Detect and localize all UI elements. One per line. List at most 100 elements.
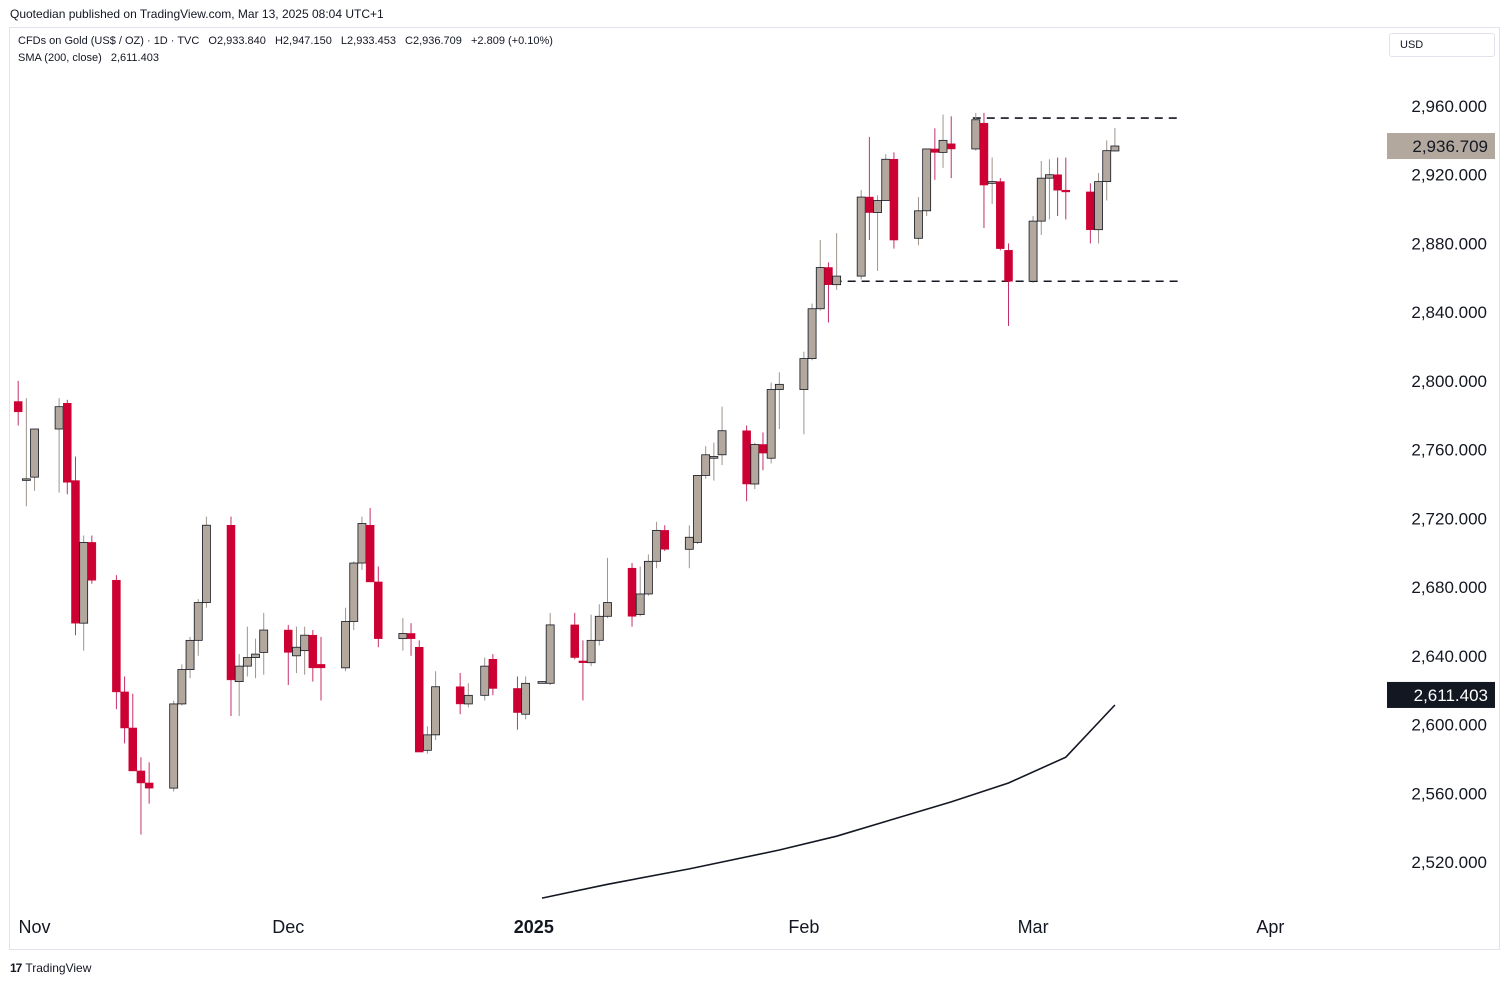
candle (684, 525, 694, 569)
candle-body-up (21, 478, 31, 481)
y-tick-label: 2,760.000 (1411, 441, 1487, 460)
candle (1045, 159, 1054, 220)
x-tick-label: 2025 (514, 917, 554, 937)
candle-body-up (251, 653, 260, 658)
candle (1094, 173, 1103, 244)
candle (545, 612, 555, 686)
candle-body-up (1036, 177, 1046, 222)
candle-body-up (234, 665, 244, 682)
candle (979, 112, 989, 228)
candle-body-up (79, 542, 89, 624)
candle (578, 640, 588, 701)
candle (627, 563, 637, 627)
candle-body-up (709, 456, 719, 459)
candle (1036, 160, 1046, 235)
candle (996, 178, 1005, 251)
candle (881, 154, 891, 201)
candle (594, 604, 604, 646)
candle (177, 664, 187, 706)
candle-body-down (570, 624, 579, 658)
candle (742, 425, 751, 502)
y-tick-label: 2,640.000 (1411, 647, 1487, 666)
brand-name[interactable]: TradingView (25, 961, 92, 975)
published-header: Quotedian published on TradingView.com, … (10, 7, 384, 21)
candle-body-down (488, 659, 498, 689)
y-tick-label: 2,520.000 (1411, 853, 1487, 872)
candle-body-up (914, 210, 923, 239)
symbol-name[interactable]: CFDs on Gold (US$ / OZ) · 1D · TVC (18, 35, 200, 47)
candle-body-down (71, 480, 80, 624)
candle-body-up (971, 119, 981, 150)
candle (414, 640, 424, 753)
candle (889, 152, 899, 249)
candle-body-up (873, 200, 882, 213)
candle (120, 676, 129, 744)
candle (586, 614, 596, 667)
y-tick-label: 2,920.000 (1411, 166, 1487, 185)
candle (660, 525, 670, 552)
candle-body-up (349, 562, 359, 622)
candle-body-down (758, 444, 768, 454)
sma-label[interactable]: SMA (200, close) (18, 52, 102, 64)
candle (226, 516, 236, 716)
candle (13, 380, 23, 426)
candle (537, 681, 547, 684)
candle (234, 654, 244, 716)
candle-body-down (120, 691, 129, 729)
symbol-legend: CFDs on Gold (US$ / OZ) · 1D · TVC O2,93… (18, 35, 559, 47)
candle-body-up (545, 624, 555, 684)
candle (357, 516, 367, 570)
x-tick-label: Feb (788, 917, 819, 937)
candle-body-up (635, 593, 645, 615)
candle-body-up (774, 383, 784, 390)
candle (865, 136, 874, 241)
candle-body-down (513, 688, 522, 713)
candle (398, 618, 408, 651)
candle (750, 442, 760, 490)
candle (1053, 157, 1062, 216)
candle-body-down (1053, 174, 1062, 191)
candle-body-up (881, 158, 891, 201)
y-tick-label: 2,680.000 (1411, 578, 1487, 597)
candle (463, 683, 473, 708)
candle-body-down (414, 646, 424, 753)
currency-selector[interactable]: USD (1389, 33, 1495, 57)
candle (824, 262, 833, 323)
tradingview-logo-icon: 17 (10, 961, 22, 975)
candle (1102, 140, 1112, 201)
candle-body-up (480, 665, 490, 696)
last-price-label: 2,936.709 (1412, 137, 1488, 156)
candle (406, 623, 416, 656)
y-tick-label: 2,840.000 (1411, 303, 1487, 322)
candle (1086, 183, 1095, 244)
candle (635, 566, 645, 617)
x-tick-label: Mar (1018, 917, 1049, 937)
candle-body-down (930, 148, 940, 153)
candle-body-up (1094, 181, 1103, 231)
candle (259, 612, 269, 675)
candle-body-up (856, 196, 866, 277)
candle (308, 630, 318, 682)
candle (693, 475, 702, 545)
candle-body-down (889, 159, 899, 241)
candle-body-up (799, 358, 809, 390)
candle (341, 607, 350, 672)
candle (987, 157, 997, 204)
candle-body-up (177, 669, 187, 705)
candle (717, 406, 727, 466)
candle-body-down (946, 143, 956, 150)
y-tick-label: 2,560.000 (1411, 784, 1487, 803)
candle-body-down (1061, 189, 1071, 193)
candle-body-down (136, 770, 146, 784)
candle (300, 626, 310, 675)
candle-body-up (987, 181, 997, 184)
candle (570, 612, 579, 660)
candle-body-up (357, 523, 367, 564)
candle (652, 521, 661, 569)
y-tick-label: 2,800.000 (1411, 372, 1487, 391)
candle (193, 599, 203, 656)
candle-body-down (365, 524, 375, 583)
candle-body-up (766, 389, 776, 459)
candle (480, 657, 490, 701)
